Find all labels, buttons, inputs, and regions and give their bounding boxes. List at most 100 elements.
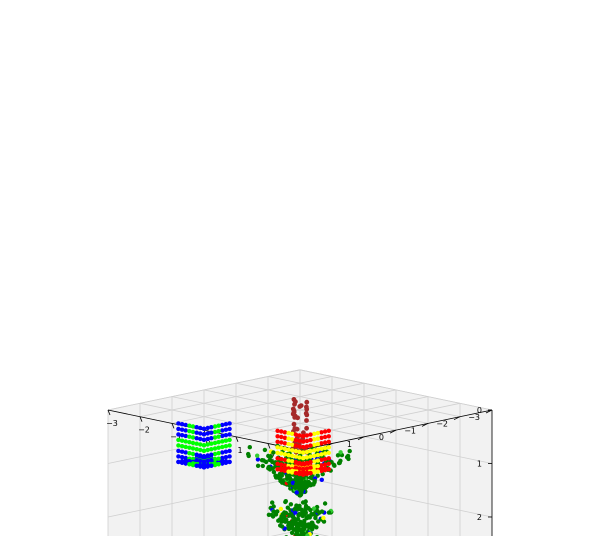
gift-point [201,454,207,459]
gift-point [293,443,299,448]
gift-point [326,461,331,466]
gift-point [279,434,284,440]
gift-point [187,451,192,456]
tree-point [316,519,321,524]
gift-point [190,440,196,446]
gift-point [223,427,229,432]
tree-point [298,475,304,481]
ornament-point [319,477,324,482]
left-tick [325,443,333,447]
tree-point [255,463,261,468]
gift-point [301,450,306,455]
gift-point [308,432,313,437]
trunk-point [304,404,309,410]
gift-point [205,458,210,464]
tree-point [308,507,313,513]
gift-point [190,435,196,440]
gift-point [183,428,188,433]
tree-point [304,484,309,490]
tree-point [271,504,276,509]
gift-point [179,455,185,460]
trunk-point [304,412,310,418]
trunk-point [298,403,304,408]
gift-point [209,452,214,457]
gift-point [216,429,221,434]
gift-point [209,447,214,452]
gift-point [201,448,207,453]
gift-point [216,440,221,445]
right-tick-label: 1 [237,446,242,455]
gift-point [212,440,218,446]
ornament-point [293,510,298,515]
tree-point [338,450,343,455]
gift-point [205,436,210,442]
gift-point [319,430,324,435]
tree-point [322,501,328,506]
gift-point [308,443,313,448]
tree-point [295,477,300,482]
gift-point [301,461,306,466]
tree-point [271,509,277,514]
ornament-point [255,457,261,462]
gift-point [290,453,295,458]
tree-point [300,531,305,536]
gift-point [201,437,207,442]
gift-point [216,434,221,439]
gift-point [201,432,207,437]
gift-point [275,434,280,439]
tree-point [302,500,308,505]
gift-point [198,425,203,431]
gift-point [201,443,207,448]
grid-line [299,369,493,411]
tree-point [299,490,304,496]
gift-point [205,447,210,453]
gift-point [223,455,229,460]
gift-point [190,429,196,435]
gift-point [227,432,232,437]
trunk-point [304,425,309,431]
gift-point [293,432,299,437]
gift-point [322,451,328,456]
gift-point [315,436,320,441]
gift-point [308,459,313,465]
gift-point [176,443,181,448]
gift-point [275,428,280,433]
gift-point [220,428,225,433]
tree-point [303,506,308,511]
tree-point [289,530,295,535]
gift-point [179,449,185,454]
gift-point [326,456,331,461]
trunk-point [304,399,310,405]
gift-point [304,433,310,438]
gift-point [290,448,295,453]
gift-point [315,430,320,436]
tree-point [299,483,304,488]
gift-point [319,452,324,457]
gift-point [282,435,288,440]
gift-point [187,434,192,439]
tree-point [271,469,277,475]
gift-point [212,435,218,440]
gift-point [282,468,288,473]
gift-point [282,441,288,446]
gift-point [216,456,221,461]
tree-point [335,453,341,458]
gift-point [290,459,295,464]
gift-point [286,430,291,436]
gift-point [297,433,302,438]
tree-point [314,525,319,530]
gift-point [198,436,203,442]
gift-point [205,464,210,469]
tree-point [280,512,285,517]
right-tick-label: −1 [170,432,182,441]
gift-point [282,430,288,435]
gift-point [176,421,181,426]
gift-point [297,466,302,471]
right-tick-label: −3 [106,419,118,428]
gift-point [322,440,328,445]
left-tick [357,436,365,441]
gift-point [279,456,284,462]
right-tick-label: −2 [138,426,150,435]
tree-point [266,453,271,459]
tree-point [262,447,268,453]
